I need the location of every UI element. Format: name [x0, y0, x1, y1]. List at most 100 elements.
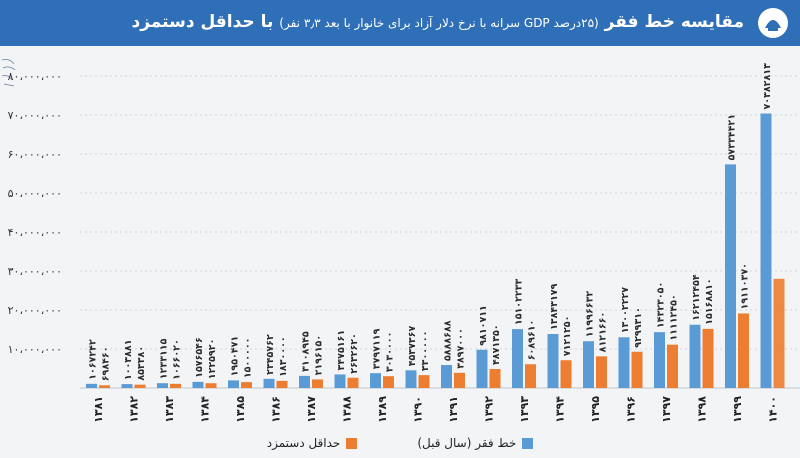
data-label-poverty-line: ۷۰۳۸۲۸۱۳ [762, 63, 773, 110]
x-tick-label: ۱۳۹۴ [554, 396, 567, 423]
bar-min-wage [312, 379, 323, 388]
bar-poverty-line [654, 332, 665, 388]
bar-poverty-line [299, 375, 310, 388]
bar-min-wage [702, 328, 714, 388]
bar-poverty-line [512, 329, 523, 388]
x-tick-label: ۱۳۹۷ [660, 396, 673, 423]
bar-min-wage-partial [773, 278, 785, 388]
data-label-min-wage: ۴۸۷۱۳۵۰ [491, 324, 502, 365]
y-tick-label: ۶۰،۰۰۰،۰۰۰ [8, 148, 62, 161]
bar-min-wage [667, 344, 678, 388]
bar-min-wage [489, 369, 501, 388]
data-label-poverty-line: ۱۴۳۲۳۰۵۰ [656, 282, 667, 328]
bar-min-wage [738, 313, 749, 388]
data-label-poverty-line: ۱۲۳۳۱۱۵ [159, 338, 170, 379]
data-label-min-wage: ۸۱۲۱۶۶۰ [598, 312, 609, 353]
data-label-poverty-line: ۲۳۴۵۷۶۲ [265, 334, 276, 375]
data-label-min-wage: ۸۵۳۳۸۰ [136, 346, 147, 381]
bar-poverty-line [441, 365, 452, 388]
data-label-min-wage: ۳۳۰۰۰۰۰ [420, 331, 431, 372]
y-tick-label: ۸۰،۰۰۰،۰۰۰ [8, 70, 62, 83]
y-tick-label: ۷۰،۰۰۰،۰۰۰ [8, 109, 62, 122]
x-tick-label: ۱۳۸۲ [128, 396, 141, 423]
data-label-poverty-line: ۴۵۳۷۳۶۷ [407, 326, 418, 367]
bar-poverty-line [725, 164, 736, 388]
bar-poverty-line [121, 384, 133, 388]
bar-poverty-line [334, 374, 346, 388]
bar-min-wage [596, 356, 607, 388]
bar-poverty-line [583, 341, 594, 388]
bar-min-wage [170, 383, 181, 388]
y-tick-label: ۵۰،۰۰۰،۰۰۰ [8, 187, 62, 200]
bar-poverty-line [263, 378, 275, 388]
bar-poverty-line [547, 334, 559, 388]
x-tick-label: ۱۳۹۵ [589, 396, 602, 423]
data-label-min-wage: ۱۵۰۰۰۰۰ [243, 338, 254, 379]
x-tick-label: ۱۴۰۰ [767, 396, 780, 423]
data-label-poverty-line: ۱۵۷۶۵۴۶ [194, 337, 205, 378]
bar-chart: ۱۰،۰۰۰،۰۰۰ ۲۰،۰۰۰،۰۰۰ ۳۰،۰۰۰،۰۰۰ ۴۰،۰۰۰،۰۰۰… [8, 63, 800, 423]
title-subtitle: (۲۵درصد GDP سرانه با نرخ دلار آزاد برای … [279, 16, 599, 30]
data-label-min-wage: ۱۲۲۵۹۲۰ [207, 339, 218, 380]
x-tick-label: ۱۳۸۷ [305, 396, 318, 423]
data-label-poverty-line: ۱۱۹۹۶۶۳۲ [585, 291, 596, 338]
bar-min-wage [525, 364, 536, 388]
data-label-min-wage: ۱۸۳۰۰۰۰ [278, 336, 289, 377]
data-label-min-wage: ۱۵۱۶۸۸۱۰ [704, 278, 715, 324]
bar-min-wage [134, 384, 146, 388]
legend-item-min-wage: حداقل دستمزد [267, 436, 358, 450]
x-tick-label: ۱۳۸۹ [376, 396, 389, 423]
legend-swatch-min-wage [346, 437, 358, 449]
bar-min-wage [418, 375, 430, 388]
bar-poverty-line [370, 373, 381, 388]
data-label-poverty-line: ۹۸۱۰۷۱۱ [478, 305, 489, 346]
bar-poverty-line [476, 349, 488, 388]
data-label-min-wage: ۳۰۳۰۰۰۰ [385, 332, 396, 373]
institution-logo-icon [758, 8, 788, 38]
data-label-min-wage: ۲۶۳۲۶۲۰ [349, 333, 360, 374]
bar-min-wage [205, 383, 217, 388]
bar-min-wage [560, 360, 572, 388]
y-tick-label: ۲۰،۰۰۰،۰۰۰ [8, 304, 62, 317]
data-label-min-wage: ۱۱۱۱۲۴۵۰ [669, 294, 680, 340]
y-tick-label: ۱۰،۰۰۰،۰۰۰ [8, 343, 62, 356]
x-tick-label: ۱۳۸۸ [341, 396, 354, 423]
data-label-min-wage: ۱۰۶۶۰۲۰ [172, 339, 183, 380]
y-tick-label: ۴۰،۰۰۰،۰۰۰ [8, 226, 62, 239]
data-label-poverty-line: ۱۰۰۳۸۸۱ [123, 339, 134, 380]
legend-label-poverty: خط فقر (سال قبل) [417, 436, 517, 450]
signature-stamp-icon [1, 59, 16, 87]
data-label-poverty-line: ۳۷۹۷۱۱۹ [372, 328, 383, 369]
data-label-min-wage: ۱۹۱۱۰۳۷۰ [740, 263, 751, 309]
chart-title: مقایسه خط فقر (۲۵درصد GDP سرانه با نرخ د… [131, 12, 744, 32]
x-tick-label: ۱۳۸۱ [92, 396, 105, 423]
x-tick-label: ۱۳۹۹ [731, 396, 744, 423]
x-tick-label: ۱۳۹۲ [483, 396, 496, 423]
bar-min-wage [454, 372, 465, 388]
x-tick-label: ۱۳۸۵ [234, 396, 247, 423]
x-tick-label: ۱۳۸۳ [163, 396, 176, 423]
data-label-poverty-line: ۱۰۶۷۲۴۲ [88, 339, 99, 380]
bar-poverty-line [618, 337, 630, 388]
bar-poverty-line [760, 113, 772, 389]
data-label-poverty-line: ۳۱۰۸۹۴۵ [301, 331, 312, 372]
title-suffix: با حداقل دستمزد [131, 12, 274, 32]
bar-min-wage [347, 377, 359, 388]
bar-poverty-line [86, 383, 97, 388]
data-label-min-wage: ۲۱۹۶۱۵۰ [314, 335, 325, 376]
x-tick-label: ۱۳۹۸ [696, 396, 709, 423]
x-tick-label: ۱۳۹۳ [518, 396, 531, 423]
data-label-min-wage: ۶۰۸۹۶۱۰ [527, 320, 538, 361]
bar-min-wage [99, 385, 110, 388]
data-label-poverty-line: ۱۳۸۴۳۱۷۹ [549, 283, 560, 330]
data-label-min-wage: ۷۱۲۱۲۵۰ [562, 316, 573, 357]
bar-poverty-line [192, 381, 204, 388]
bar-poverty-line [689, 324, 701, 388]
data-label-poverty-line: ۱۳۰۰۲۲۲۷ [620, 287, 631, 334]
bar-poverty-line [228, 380, 239, 388]
legend-item-poverty: خط فقر (سال قبل) [417, 436, 534, 450]
bar-poverty-line [405, 370, 417, 388]
x-tick-label: ۱۳۹۶ [625, 396, 638, 423]
data-label-min-wage: ۳۸۹۷۰۰۰ [456, 328, 467, 369]
bar-poverty-line [157, 383, 168, 388]
